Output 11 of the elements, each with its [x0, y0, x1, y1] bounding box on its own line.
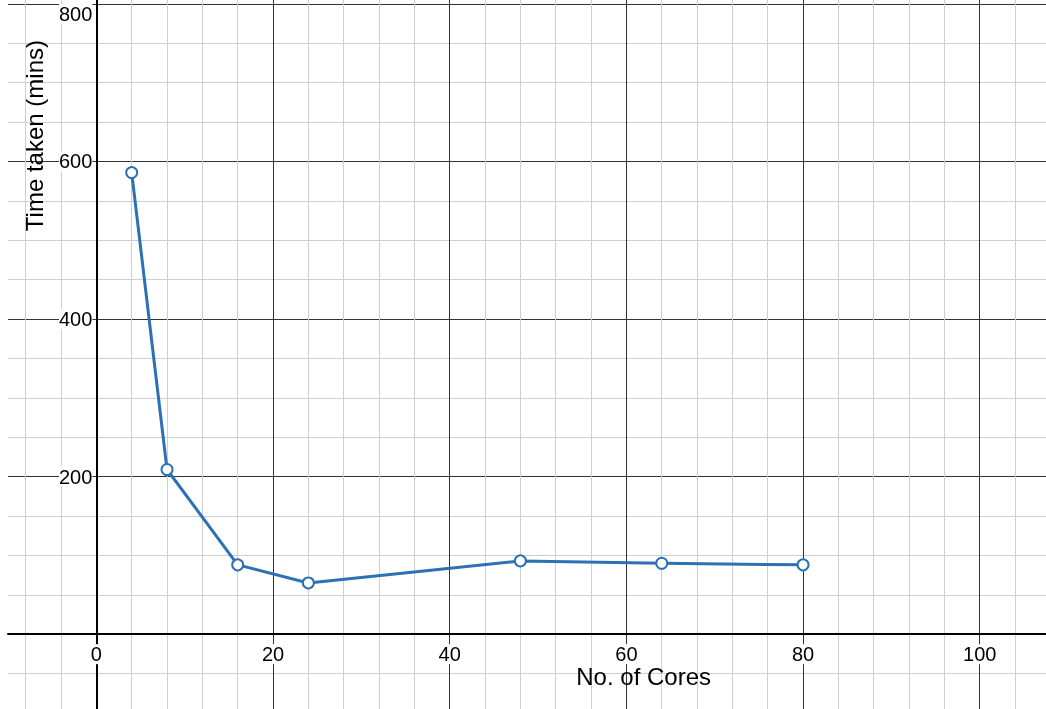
x-tick-label: 80 — [791, 643, 815, 666]
y-tick-label: 800 — [58, 2, 93, 25]
y-tick-label: 400 — [58, 308, 93, 331]
x-tick-label: 0 — [90, 643, 102, 666]
y-tick-label: 600 — [58, 150, 93, 173]
x-tick-label: 60 — [615, 643, 638, 666]
y-tick-label: 200 — [58, 465, 93, 488]
x-tick-label: 100 — [963, 643, 997, 666]
y-axis-title: Time taken (mins) — [20, 40, 48, 232]
x-tick-label: 40 — [438, 643, 461, 666]
x-tick-label: 20 — [261, 643, 285, 666]
